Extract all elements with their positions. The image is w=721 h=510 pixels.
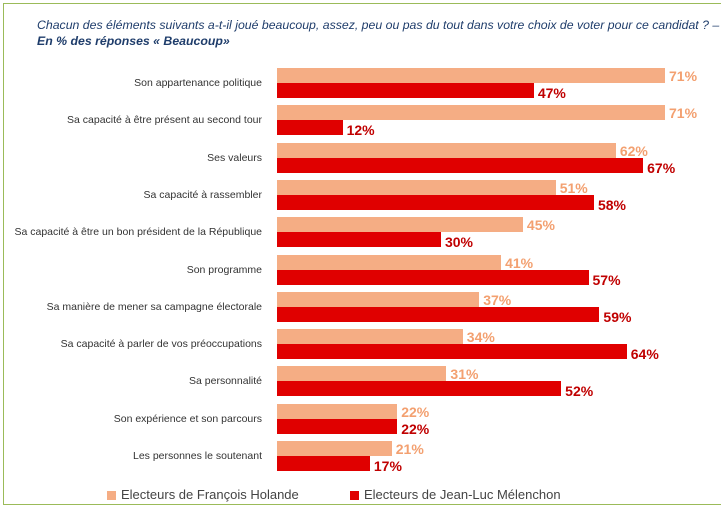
- value-label: 37%: [483, 291, 512, 308]
- bar: [277, 68, 665, 83]
- value-label: 34%: [466, 329, 495, 346]
- value-label: 45%: [526, 217, 555, 234]
- bar: [277, 366, 447, 382]
- bar: [277, 254, 502, 270]
- bar: [277, 269, 589, 285]
- bar: [277, 120, 343, 136]
- category-label: Sa capacité à être un bon président de l…: [14, 226, 262, 239]
- value-label: 17%: [373, 458, 402, 474]
- value-label: 64%: [630, 346, 659, 363]
- bar: [277, 83, 534, 98]
- value-label: 31%: [450, 366, 479, 383]
- category-label: Son appartenance politique: [134, 77, 262, 89]
- value-label: 52%: [565, 383, 594, 400]
- category-label: Sa capacité à être présent au second tou…: [67, 114, 262, 127]
- value-label: 41%: [505, 254, 534, 271]
- bar: [277, 329, 463, 345]
- legend-swatch: [107, 491, 116, 500]
- bar: [277, 291, 480, 307]
- bar: [277, 456, 370, 471]
- bar: [277, 232, 441, 248]
- chart-title: Chacun des éléments suivants a-t-il joué…: [37, 17, 721, 49]
- bar: [277, 142, 616, 158]
- value-label: 12%: [346, 122, 375, 139]
- value-label: 51%: [559, 179, 588, 196]
- bar: [277, 157, 644, 173]
- bar: [277, 418, 398, 434]
- value-label: 57%: [592, 271, 621, 288]
- subtitle: En % des réponses « Beaucoup»: [37, 34, 230, 48]
- value-label: 71%: [669, 68, 698, 84]
- bar: [277, 381, 562, 397]
- bar: [277, 344, 627, 360]
- category-label: Sa personnalité: [189, 375, 262, 388]
- legend-label: Electeurs de François Holande: [121, 487, 299, 502]
- legend-swatch: [350, 491, 359, 500]
- bar: [277, 306, 600, 322]
- category-label: Sa capacité à parler de vos préoccupatio…: [60, 338, 262, 351]
- category-label: Son programme: [186, 263, 262, 276]
- bar: [277, 441, 392, 456]
- bar: [277, 105, 665, 121]
- category-label: Sa manière de mener sa campagne électora…: [46, 300, 262, 313]
- value-label: 62%: [619, 142, 648, 159]
- category-label: Sa capacité à rassembler: [143, 188, 262, 201]
- value-label: 71%: [669, 105, 698, 122]
- frame: [3, 3, 721, 505]
- value-label: 21%: [395, 441, 424, 457]
- value-label: 47%: [537, 85, 566, 101]
- value-label: 67%: [647, 159, 676, 176]
- category-label: Les personnes le soutenant: [132, 450, 262, 462]
- category-label: Ses valeurs: [207, 151, 262, 164]
- value-label: 58%: [597, 196, 626, 213]
- legend-label: Electeurs de Jean-Luc Mélenchon: [364, 487, 561, 502]
- bar: [277, 403, 398, 419]
- bar: [277, 179, 556, 195]
- value-label: 22%: [401, 420, 430, 437]
- category-label: Son expérience et son parcours: [113, 412, 262, 425]
- bar: [277, 217, 523, 233]
- value-label: 30%: [444, 234, 473, 251]
- value-label: 22%: [401, 403, 430, 420]
- title: Chacun des éléments suivants a-t-il joué…: [37, 18, 720, 32]
- bar: [277, 194, 594, 210]
- value-label: 59%: [603, 308, 632, 325]
